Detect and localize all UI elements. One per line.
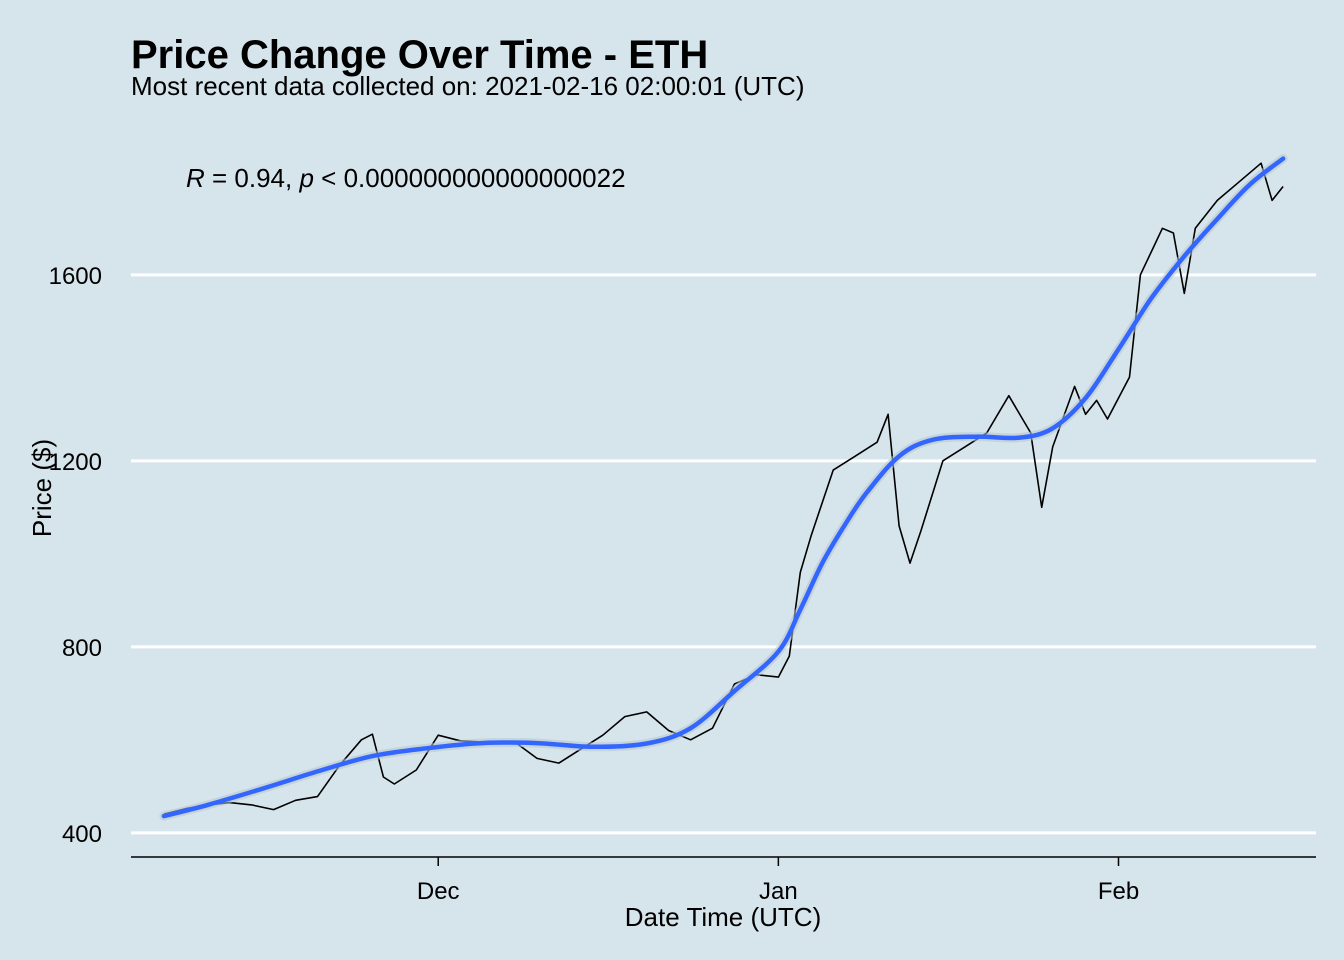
- p-symbol: p: [298, 163, 313, 193]
- series-lines: [159, 154, 1288, 821]
- x-tick-label: Dec: [417, 878, 460, 905]
- y-tick-label: 400: [62, 821, 102, 848]
- correlation-annotation: R = 0.94, p < 0.000000000000000022: [186, 163, 626, 193]
- y-axis-label: Price ($): [27, 439, 57, 537]
- smooth-trend-line: [161, 156, 1286, 819]
- x-tick-label: Jan: [759, 878, 798, 905]
- r-value: = 0.94,: [205, 163, 300, 193]
- x-axis-label: Date Time (UTC): [625, 902, 821, 932]
- chart-title: Price Change Over Time - ETH: [131, 33, 708, 77]
- gridlines: [131, 273, 1316, 835]
- r-symbol: R: [186, 163, 205, 193]
- y-tick-label: 1200: [49, 449, 102, 476]
- x-ticks: Dec Jan Feb: [417, 857, 1139, 905]
- y-tick-label: 1600: [49, 263, 102, 290]
- price-line: [163, 162, 1284, 815]
- y-tick-label: 800: [62, 635, 102, 662]
- y-tick-labels: 400 800 1200 1600: [49, 263, 102, 848]
- x-tick-label: Feb: [1098, 878, 1139, 905]
- p-value: < 0.000000000000000022: [314, 163, 626, 193]
- chart-subtitle: Most recent data collected on: 2021-02-1…: [131, 71, 805, 101]
